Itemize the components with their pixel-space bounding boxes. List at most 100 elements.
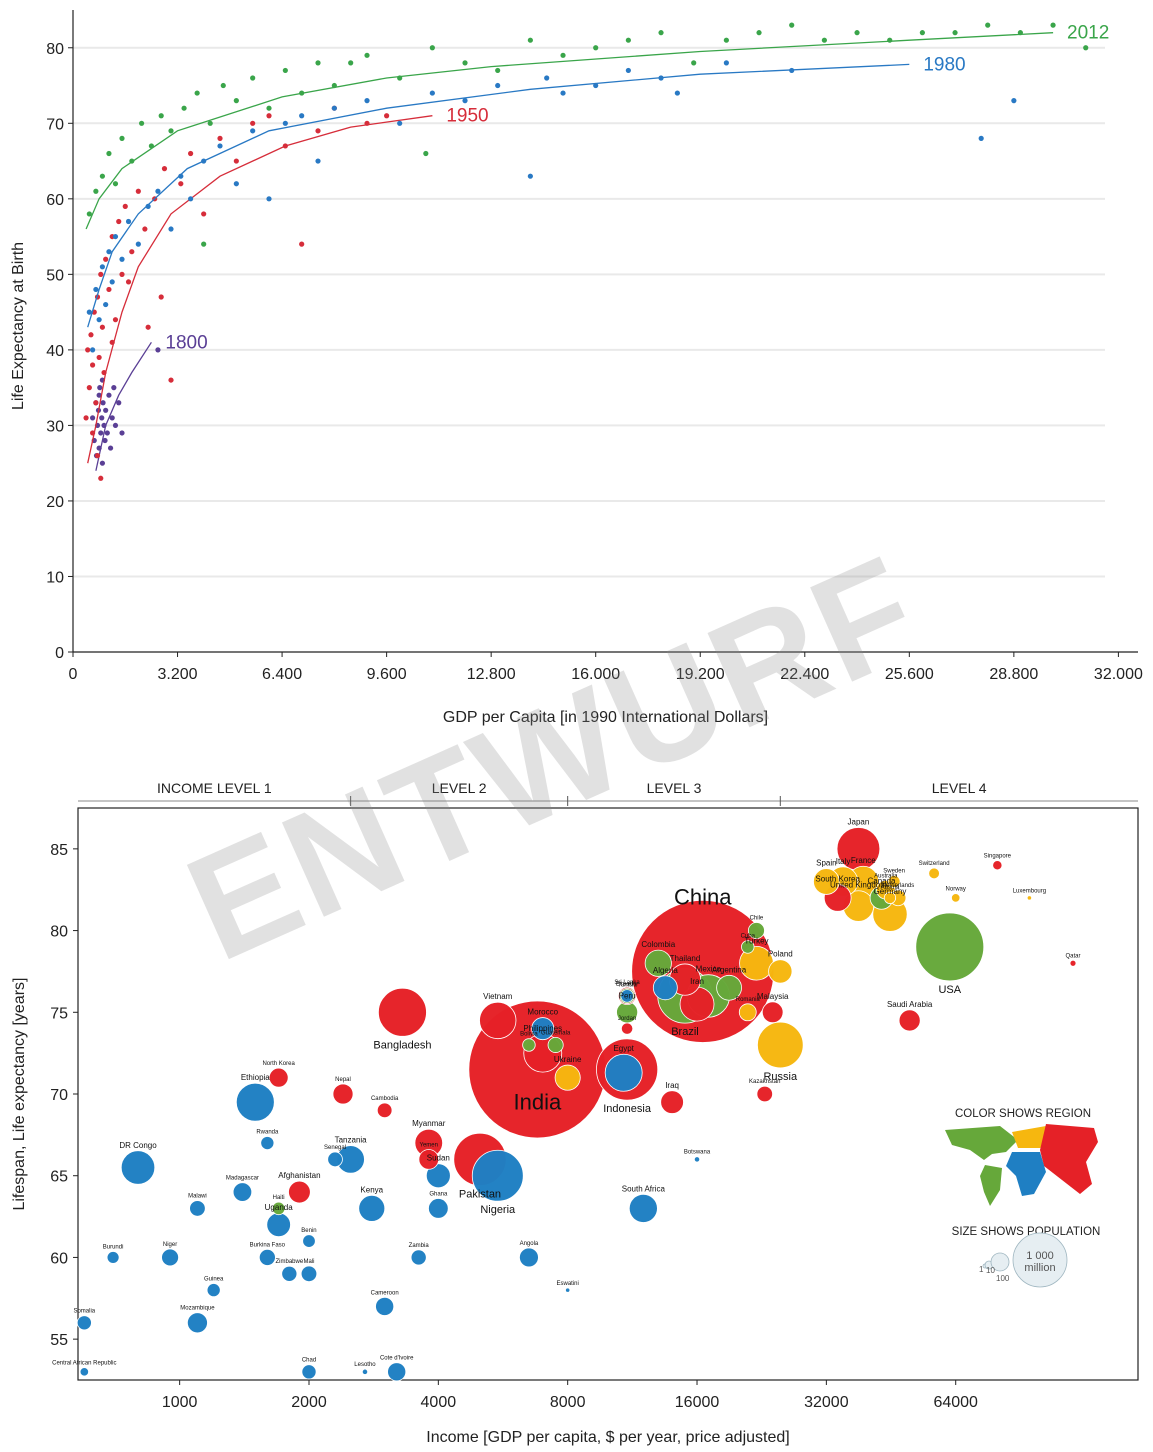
data-point <box>625 67 631 74</box>
country-label: Kazakhstan <box>749 1079 780 1085</box>
country-label: Luxembourg <box>1013 889 1046 895</box>
series-label: 1800 <box>165 332 207 353</box>
data-point <box>978 135 984 141</box>
country-label: Mexico <box>696 965 722 974</box>
data-point <box>94 453 101 459</box>
country-label: Zimbabwe <box>275 1259 303 1265</box>
country-bubble <box>358 1194 386 1222</box>
data-point <box>99 460 106 466</box>
data-point <box>104 430 110 436</box>
size-legend-circle <box>990 1252 1010 1272</box>
country-bubble <box>288 1180 311 1204</box>
country-label: Uganda <box>265 1203 294 1212</box>
data-point <box>161 166 168 172</box>
data-point <box>86 385 92 391</box>
data-point <box>155 347 161 353</box>
data-point <box>527 173 533 179</box>
data-point <box>99 324 106 330</box>
country-bubble <box>327 1151 343 1168</box>
country-label: Ghana <box>429 1192 448 1198</box>
data-point <box>168 128 174 134</box>
country-label: Russia <box>763 1071 798 1083</box>
data-point <box>119 271 125 277</box>
country-label: Yemen <box>420 1142 438 1148</box>
data-point <box>139 120 145 126</box>
data-point <box>109 279 115 285</box>
x-tick-label: 9.600 <box>367 666 407 683</box>
data-point <box>122 203 128 209</box>
country-bubble <box>565 1287 571 1293</box>
country-bubble <box>951 893 961 903</box>
data-point <box>93 188 99 194</box>
data-point <box>125 218 132 225</box>
country-bubble <box>620 989 634 1003</box>
x-tick-label: 22.400 <box>780 666 829 683</box>
country-label: France <box>851 856 876 865</box>
data-point <box>98 271 104 277</box>
data-point <box>158 294 164 300</box>
x-axis-label: GDP per Capita [in 1990 International Do… <box>443 709 768 726</box>
data-point <box>593 45 599 51</box>
data-point <box>266 196 272 202</box>
country-bubble <box>268 1067 289 1088</box>
data-point <box>315 60 321 66</box>
trend-line <box>85 32 1054 230</box>
trend-line <box>87 115 433 464</box>
country-label: Burkina Faso <box>250 1242 286 1248</box>
country-label: Switzerland <box>919 861 950 867</box>
data-point <box>952 30 958 36</box>
chart-bottom: INCOME LEVEL 1 LEVEL 2 LEVEL 3 LEVEL 4 55 60 6… <box>11 780 1139 1446</box>
country-label: Haiti <box>273 1195 285 1201</box>
y-tick-label: 40 <box>46 343 64 360</box>
country-bubble <box>747 922 765 940</box>
country-label: Guinea <box>204 1277 224 1283</box>
data-point <box>129 249 135 255</box>
x-tick-label: 16000 <box>675 1394 720 1411</box>
chart-top: 0 10 20 30 40 50 60 70 80 0 3.200 6.400 9.600 12.800 1… <box>10 10 1143 726</box>
country-label: Vietnam <box>483 992 513 1001</box>
data-point <box>217 143 223 149</box>
country-label: Myanmar <box>412 1119 446 1128</box>
country-label: Senegal <box>324 1145 346 1151</box>
data-point <box>119 256 125 262</box>
data-point <box>266 105 272 111</box>
country-label: Netherlands <box>882 883 914 889</box>
data-point <box>93 400 99 406</box>
data-point <box>462 98 468 104</box>
x-tick-label: 28.800 <box>989 666 1038 683</box>
country-label: Tunisia <box>618 983 638 989</box>
data-point <box>83 415 89 421</box>
data-point <box>158 113 164 119</box>
data-point <box>201 211 207 217</box>
data-point <box>112 317 119 323</box>
country-bubble <box>652 975 678 1001</box>
country-bubble <box>915 912 985 982</box>
data-point <box>90 415 96 421</box>
country-bubble <box>741 940 755 954</box>
data-point <box>233 181 239 187</box>
y-tick-label: 10 <box>46 569 64 586</box>
country-label: Sri Lanka <box>614 980 640 986</box>
country-bubble <box>883 891 897 904</box>
y-tick-label: 80 <box>46 41 64 58</box>
country-label: Chile <box>750 916 764 922</box>
country-bubble <box>547 1036 564 1053</box>
map-asia <box>1040 1124 1098 1194</box>
data-point <box>112 422 119 429</box>
data-point <box>99 264 106 270</box>
country-label: Mali <box>303 1259 314 1265</box>
size-legend-label: 1 000 <box>1026 1250 1054 1262</box>
series-label: 1980 <box>923 54 965 75</box>
data-point <box>985 22 991 28</box>
size-legend-label: 10 <box>986 1266 995 1275</box>
data-point <box>1011 98 1017 104</box>
data-point <box>315 128 321 134</box>
country-bubble <box>928 867 940 880</box>
data-point <box>384 113 390 119</box>
country-bubble <box>716 974 742 1001</box>
x-tick-label: 12.800 <box>467 666 516 683</box>
data-point <box>201 241 207 247</box>
x-tick-label: 6.400 <box>262 666 302 683</box>
country-label: Bolivia <box>520 1032 538 1038</box>
data-point <box>125 279 132 285</box>
